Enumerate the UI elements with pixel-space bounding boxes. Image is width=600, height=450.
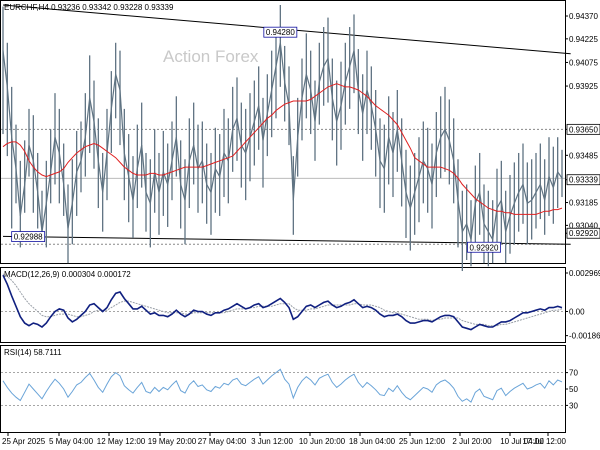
x-tick-label: 17 Jul 12:00 bbox=[522, 437, 566, 446]
moving-average-path bbox=[2, 83, 563, 215]
y-tick-label: 0.93339 bbox=[569, 176, 598, 185]
annotation-2: 0.92920 bbox=[467, 241, 501, 253]
macd-lines bbox=[2, 273, 563, 331]
y-tick-label: 0.93925 bbox=[569, 82, 598, 91]
x-axis: 25 Apr 2025 5 May 04:00 12 May 12:00 19 May… bbox=[2, 433, 567, 446]
price-close-line bbox=[2, 42, 563, 242]
macd-panel-title: MACD(12,26,9) 0.000304 0.000172 bbox=[4, 270, 131, 279]
x-tick-label: 27 May 04:00 bbox=[198, 437, 247, 446]
y-tick-label: 0.94370 bbox=[569, 12, 598, 21]
x-tick-label: 25 Jun 12:00 bbox=[399, 437, 446, 446]
macd-main-path bbox=[2, 274, 563, 331]
price-bars bbox=[2, 5, 563, 272]
annotation-box bbox=[11, 231, 46, 242]
y-tick-label: 0.93040 bbox=[569, 221, 598, 230]
y-tick-label: 0.94225 bbox=[569, 35, 598, 44]
y-label-box bbox=[566, 227, 600, 239]
y-tick-label: 0.93650 bbox=[569, 125, 598, 134]
rsi-path bbox=[2, 368, 563, 403]
price-annotations: 0.94280 0.92988 0.92920 bbox=[11, 26, 501, 253]
macd-signal-path bbox=[2, 273, 563, 327]
rsi-y-tick-label: 70 bbox=[569, 369, 578, 378]
x-tick-label: 2 Jul 20:00 bbox=[452, 437, 492, 446]
rsi-y-tick-label: 30 bbox=[569, 401, 578, 410]
annotation-label: 0.92920 bbox=[470, 243, 499, 252]
annotation-label: 0.94280 bbox=[266, 28, 295, 37]
macd-y-tick-label: -0.001863 bbox=[569, 332, 600, 341]
annotation-box bbox=[263, 26, 298, 38]
x-tick-label: 12 May 12:00 bbox=[97, 437, 146, 446]
x-tick-label: 3 Jun 12:00 bbox=[251, 437, 293, 446]
annotation-1: 0.92988 bbox=[11, 231, 46, 242]
x-tick-label: 25 Apr 2025 bbox=[2, 437, 46, 446]
y-tick-label: 0.92920 bbox=[569, 229, 598, 238]
annotation-box bbox=[467, 241, 501, 253]
y-tick-label: 0.93485 bbox=[569, 151, 598, 160]
watermark: Action Forex bbox=[163, 47, 259, 66]
x-tick-label: 19 May 20:00 bbox=[148, 437, 197, 446]
y-label-box bbox=[566, 123, 600, 135]
rsi-panel-title: RSI(14) 58.7111 bbox=[4, 348, 62, 357]
x-tick-label: 18 Jun 04:00 bbox=[349, 437, 396, 446]
y-tick-label: 0.93185 bbox=[569, 199, 598, 208]
macd-y-axis: 0.002969 0.00 -0.001863 bbox=[565, 269, 600, 341]
annotation-0: 0.94280 bbox=[263, 26, 298, 38]
price-level-lines bbox=[1, 128, 565, 245]
x-tick-label: 10 Jul 04:00 bbox=[500, 437, 544, 446]
price-panel-title: EURCHF,H4 0.93236 0.93342 0.93228 0.9333… bbox=[4, 3, 174, 12]
x-tick-label: 5 May 04:00 bbox=[49, 437, 94, 446]
y-label-box bbox=[566, 174, 600, 186]
x-tick-label: 10 Jun 20:00 bbox=[299, 437, 346, 446]
macd-y-tick-label: 0.00 bbox=[569, 307, 585, 316]
macd-y-tick-label: 0.002969 bbox=[569, 269, 600, 278]
y-tick-label: 0.94075 bbox=[569, 58, 598, 67]
annotation-label: 0.92988 bbox=[14, 233, 43, 242]
rsi-panel-frame bbox=[0, 345, 566, 433]
rsi-line bbox=[2, 368, 563, 403]
rsi-y-tick-label: 50 bbox=[569, 385, 578, 394]
rsi-y-axis: 70 50 30 bbox=[565, 369, 578, 410]
moving-average-line bbox=[2, 83, 563, 215]
